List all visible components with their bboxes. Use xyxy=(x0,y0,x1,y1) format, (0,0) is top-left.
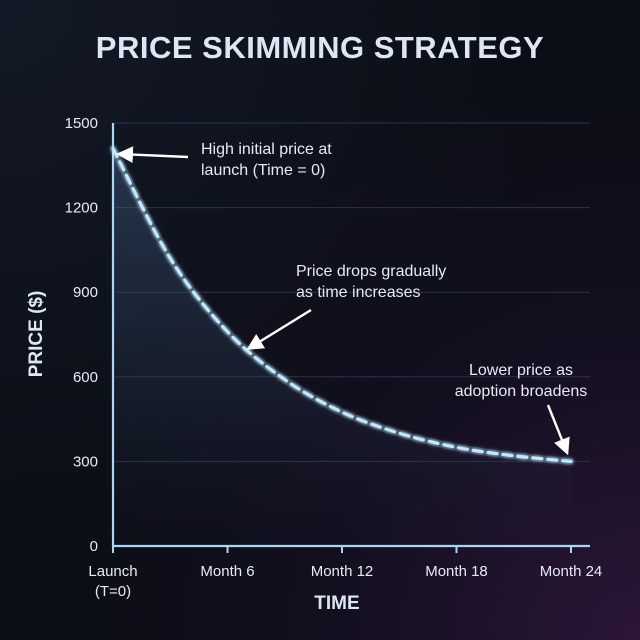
series-line xyxy=(111,146,573,463)
annotation-lower-text: Lower price as xyxy=(469,362,573,379)
annotations: High initial price at launch (Time = 0) Pr… xyxy=(116,141,588,456)
data-point xyxy=(226,330,230,334)
data-point xyxy=(283,378,287,382)
y-axis-title: PRICE ($) xyxy=(26,291,47,378)
y-tick-label: 0 xyxy=(90,538,98,555)
y-tick-label: 1200 xyxy=(65,200,98,217)
annotation-drops-arrow xyxy=(246,308,312,350)
annotation-launch-text: launch (Time = 0) xyxy=(201,162,325,179)
area-fill xyxy=(113,148,571,546)
series-line-group xyxy=(109,144,575,465)
x-tick-label: Month 18 xyxy=(425,563,488,580)
y-tick-label: 600 xyxy=(73,369,98,386)
tick-labels: 0 300 600 900 1200 1500 Launch (T=0) Month 6 Mont… xyxy=(65,115,603,600)
y-tick-label: 300 xyxy=(73,453,98,470)
data-point xyxy=(111,146,115,150)
annotation-drops-text: Price drops gradually xyxy=(296,263,446,280)
y-tick-label: 900 xyxy=(73,284,98,301)
y-tick-label: 1500 xyxy=(65,115,98,132)
annotation-launch-text: High initial price at xyxy=(201,141,332,158)
data-point xyxy=(340,410,344,414)
x-tick-label: Month 6 xyxy=(200,563,254,580)
x-tick-label: Month 24 xyxy=(540,563,603,580)
data-point xyxy=(512,454,516,458)
axis-labels: PRICE ($) TIME xyxy=(26,291,360,614)
x-axis-title: TIME xyxy=(314,593,359,614)
axes xyxy=(111,123,590,553)
data-point xyxy=(168,256,172,260)
annotation-lower-text: adoption broadens xyxy=(455,383,588,400)
data-point xyxy=(397,431,401,435)
x-tick-sublabel: (T=0) xyxy=(95,583,131,600)
data-point xyxy=(455,445,459,449)
annotation-launch-arrow xyxy=(116,146,189,164)
annotation-drops-text: as time increases xyxy=(296,284,421,301)
x-tick-label: Launch xyxy=(88,563,137,580)
data-point xyxy=(569,459,573,463)
annotation-lower-arrow xyxy=(546,404,570,456)
x-tick-label: Month 12 xyxy=(311,563,374,580)
series-area xyxy=(113,148,571,546)
chart-title: PRICE SKIMMING STRATEGY xyxy=(95,30,545,65)
